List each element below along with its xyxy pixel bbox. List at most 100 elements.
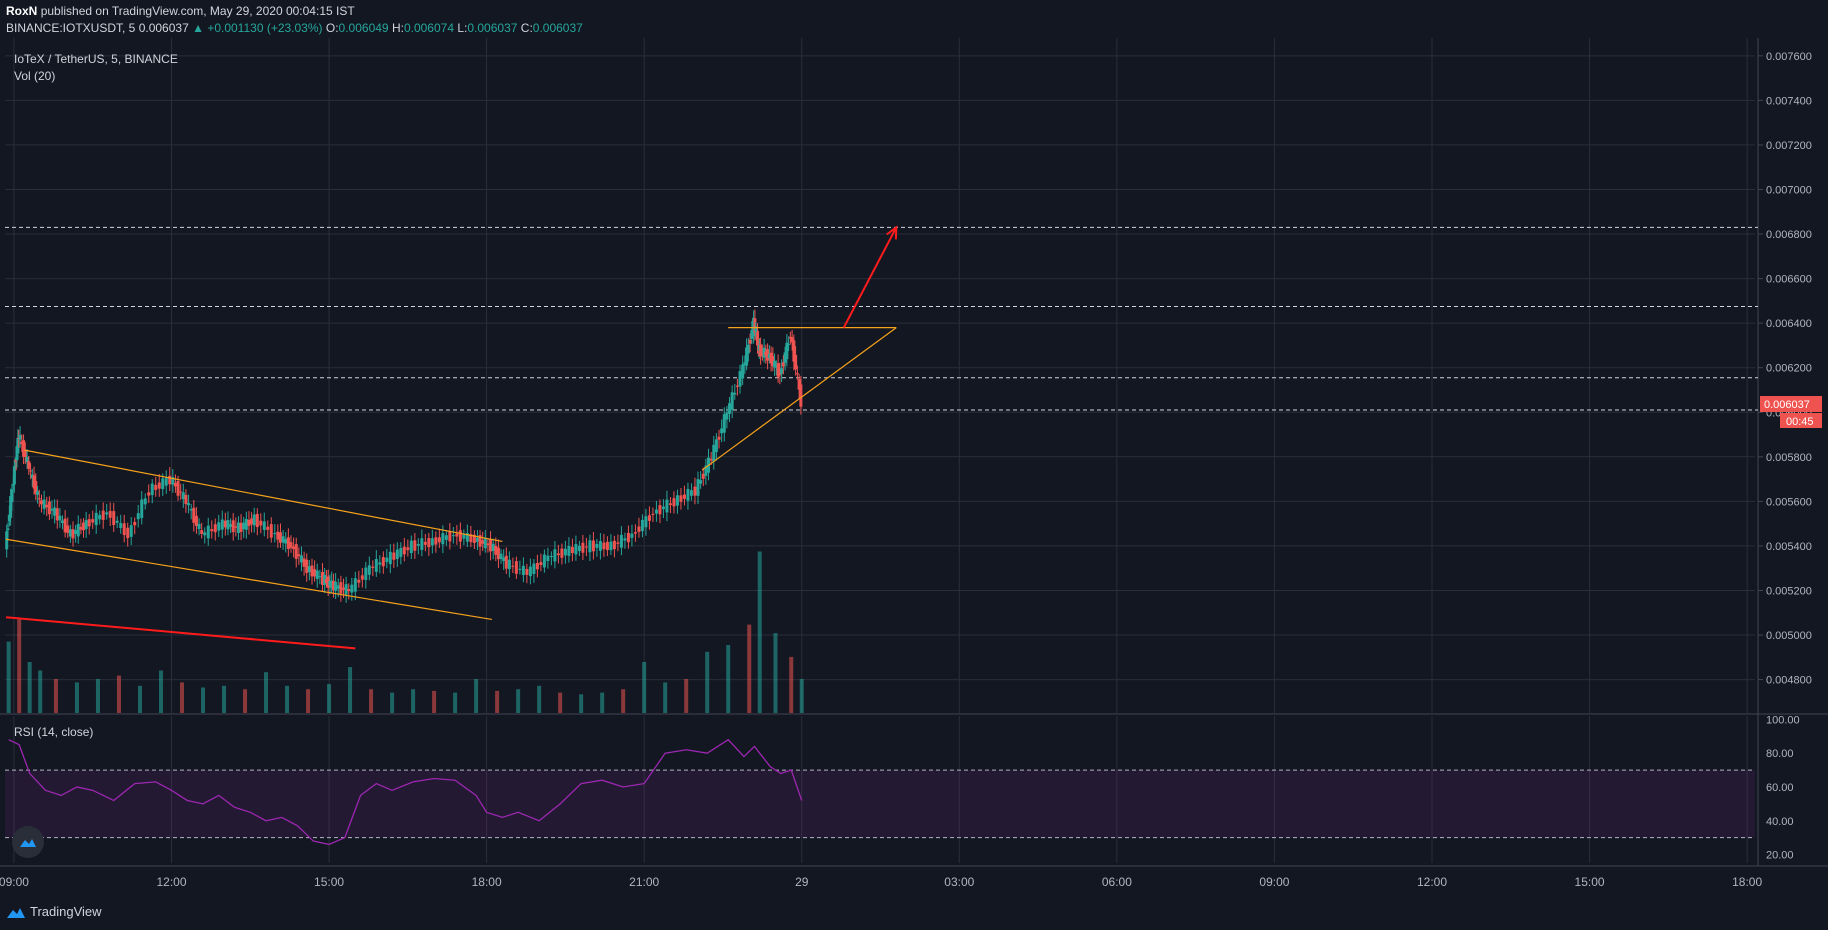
volume-bar xyxy=(747,624,752,713)
candle-body xyxy=(696,479,700,496)
price-axis-label: 0.005000 xyxy=(1766,630,1812,642)
volume-bar xyxy=(757,551,762,713)
candle-body xyxy=(273,533,277,535)
candle-body xyxy=(140,499,144,519)
candle-body xyxy=(416,543,420,546)
candle-body xyxy=(542,554,546,568)
candle-body xyxy=(570,546,574,554)
candle-body xyxy=(289,542,293,548)
tradingview-float-button[interactable] xyxy=(12,826,44,858)
candle-body xyxy=(444,535,448,540)
candle-body xyxy=(252,514,256,526)
candle-body xyxy=(299,555,303,563)
candle-body xyxy=(350,584,354,593)
candle-body xyxy=(305,559,309,573)
candle-body xyxy=(785,342,789,360)
volume-legend[interactable]: Vol (20) xyxy=(14,69,56,83)
volume-bar xyxy=(474,679,479,713)
candle-body xyxy=(623,538,627,541)
candle-body xyxy=(491,543,495,551)
volume-bar xyxy=(390,692,395,713)
volume-bar xyxy=(495,690,500,713)
candle-body xyxy=(756,338,760,349)
footer-brand[interactable]: TradingView xyxy=(6,904,102,919)
volume-bar xyxy=(95,679,100,713)
volume-bar xyxy=(579,694,584,713)
volume-bar xyxy=(38,670,43,713)
candle-body xyxy=(499,553,503,559)
candle-body xyxy=(465,533,469,542)
candle-body xyxy=(797,379,801,390)
candle-body xyxy=(748,339,752,344)
volume-bar xyxy=(432,690,437,713)
volume-bar xyxy=(663,682,668,713)
volume-bar xyxy=(537,685,542,713)
candle-body xyxy=(451,535,455,537)
candle-body xyxy=(242,522,246,530)
price-axis-label: 0.005400 xyxy=(1766,541,1812,553)
candle-body xyxy=(668,503,672,506)
rsi-legend[interactable]: RSI (14, close) xyxy=(14,725,94,739)
candle-body xyxy=(612,540,616,550)
trendline-channel-lower xyxy=(5,538,492,621)
candle-body xyxy=(220,519,224,530)
candle-body xyxy=(686,488,690,501)
candle-body xyxy=(430,538,434,546)
candle-body xyxy=(189,509,193,511)
candle-body xyxy=(27,461,31,470)
candle-body xyxy=(787,344,791,346)
candle-body xyxy=(602,542,606,550)
volume-bar xyxy=(74,682,79,713)
volume-bar xyxy=(705,651,710,713)
volume-bar xyxy=(684,679,689,713)
volume-bar xyxy=(53,679,58,713)
candle-body xyxy=(259,520,263,526)
candle-body xyxy=(164,478,168,486)
candle-body xyxy=(297,554,301,557)
candle-body xyxy=(171,477,175,485)
candle-body xyxy=(675,495,679,506)
candle-body xyxy=(25,456,29,463)
time-axis-label: 12:00 xyxy=(1417,875,1447,889)
last-price-badge-text: 0.006037 xyxy=(1764,399,1810,411)
candle-body xyxy=(129,525,133,537)
volume-bar xyxy=(348,667,353,713)
candle-body xyxy=(795,373,799,375)
candle-body xyxy=(197,523,201,529)
candle-body xyxy=(626,532,630,543)
candle-body xyxy=(780,368,784,374)
candle-body xyxy=(633,532,637,534)
candle-body xyxy=(42,499,46,509)
pane-title[interactable]: IoTeX / TetherUS, 5, BINANCE xyxy=(14,52,178,66)
last-price-badge xyxy=(1760,396,1822,413)
trendline-red-line xyxy=(5,616,356,650)
candle-body xyxy=(792,340,796,362)
volume-bar xyxy=(642,662,647,713)
candle-body xyxy=(532,563,536,574)
candle-body xyxy=(483,538,487,549)
time-axis-label: 15:00 xyxy=(1575,875,1605,889)
candle-body xyxy=(588,540,592,553)
candle-body xyxy=(549,555,553,558)
candle-body xyxy=(313,569,317,577)
candle-body xyxy=(11,484,15,486)
candle-body xyxy=(717,436,721,440)
price-axis-label: 0.006600 xyxy=(1766,274,1812,286)
candle-body xyxy=(735,385,739,387)
author-name[interactable]: RoxN xyxy=(6,4,38,18)
candle-body xyxy=(654,509,658,514)
volume-bar xyxy=(201,687,206,713)
candle-body xyxy=(18,435,22,440)
candle-body xyxy=(310,565,314,577)
volume-bar xyxy=(158,670,163,713)
candle-body xyxy=(511,565,515,567)
candle-body xyxy=(399,547,403,557)
candle-body xyxy=(229,524,233,527)
candle-body xyxy=(630,533,634,538)
volume-bar xyxy=(621,689,626,713)
candle-body xyxy=(154,484,158,490)
candle-body xyxy=(187,503,191,506)
publish-text: published on TradingView.com, May 29, 20… xyxy=(40,4,355,18)
candle-body xyxy=(507,559,511,570)
